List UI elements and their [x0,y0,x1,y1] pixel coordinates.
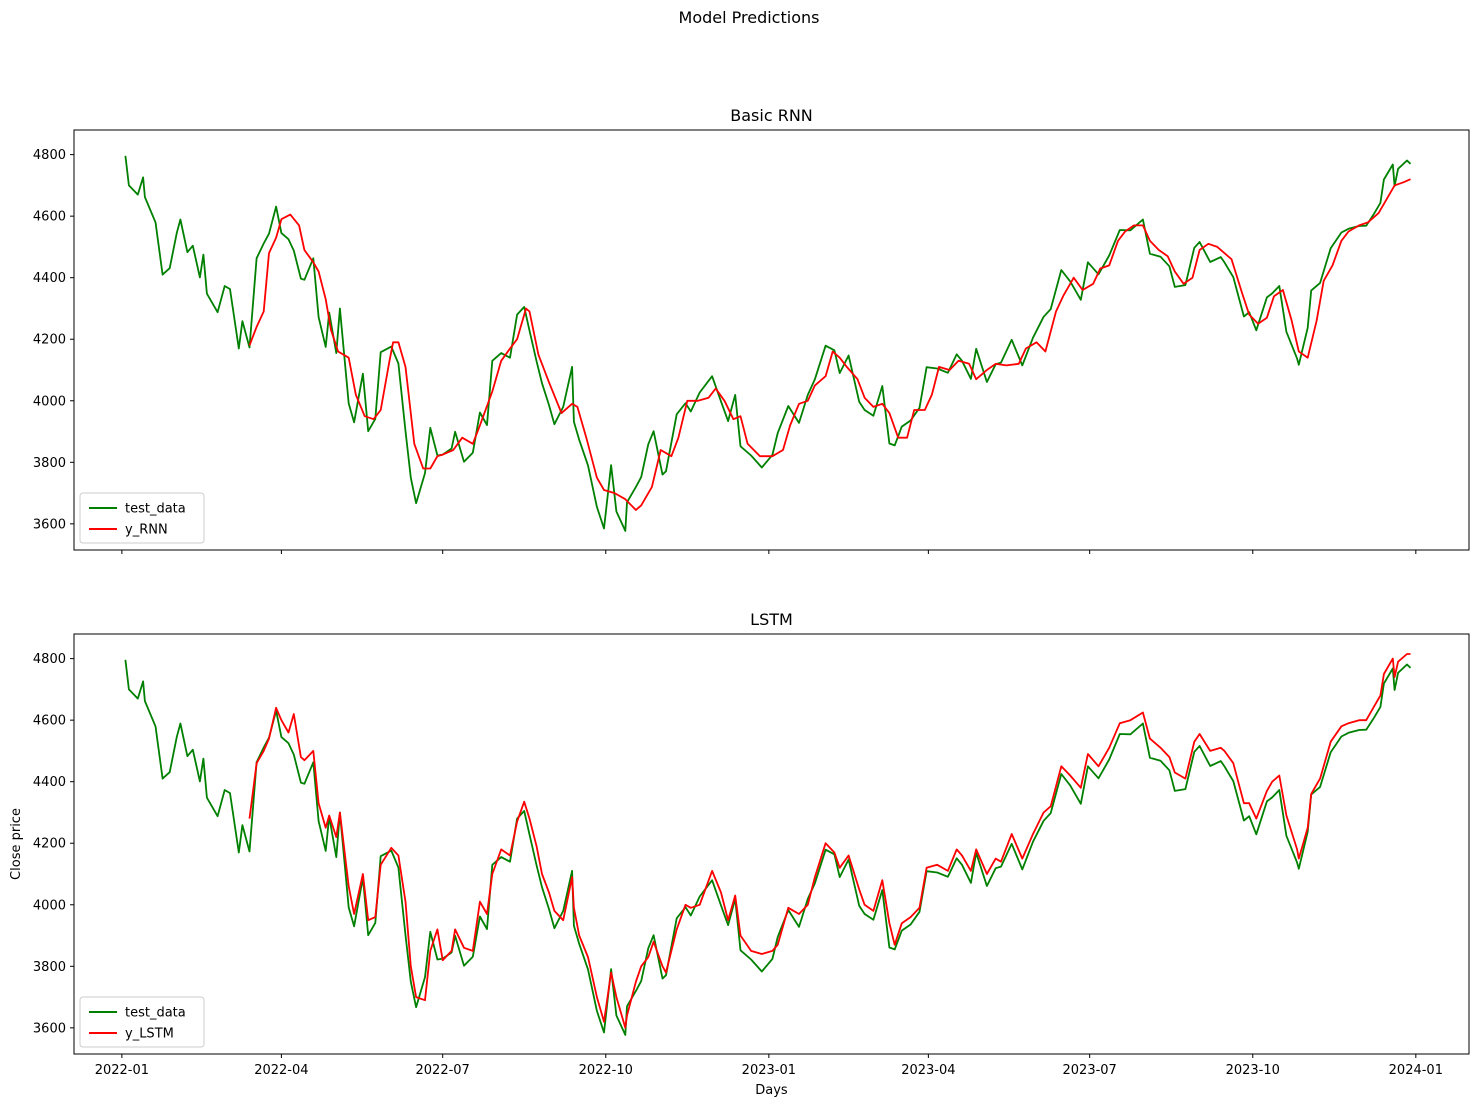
legend-label: test_data [125,502,186,517]
y-tick-label: 3800 [33,456,66,471]
legend-box [79,996,205,1048]
chart-title: LSTM [750,610,793,629]
x-tick-label: 2023-07 [1063,1063,1117,1078]
y-axis-label: Close price [9,808,24,880]
y-tick-label: 4200 [33,837,66,852]
plot-frame [73,633,1470,1055]
legend-box [79,492,205,544]
series-line-y_RNN [248,178,1411,511]
y-tick-label: 4800 [33,652,66,667]
x-tick-label: 2022-01 [95,1063,149,1078]
x-tick-label: 2023-01 [742,1063,796,1078]
y-tick-label: 3800 [33,960,66,975]
legend-label: y_RNN [125,523,168,538]
x-tick-label: 2022-10 [579,1063,633,1078]
y-tick-label: 3600 [33,1021,66,1036]
x-tick-label: 2022-07 [416,1063,470,1078]
series-line-test_data [124,155,1412,532]
y-tick-label: 4800 [33,148,66,163]
x-tick-label: 2023-04 [901,1063,955,1078]
y-tick-label: 4400 [33,775,66,790]
legend-label: y_LSTM [125,1027,174,1042]
plot-frame [73,129,1470,551]
y-tick-label: 3600 [33,517,66,532]
legend: test_data y_RNN [79,492,205,544]
basic-rnn-panel: Basic RNN 3600 3800 4000 4200 4400 4600 4800 tes… [33,106,1470,554]
y-tick-label: 4000 [33,898,66,913]
x-tick-label: 2022-04 [254,1063,308,1078]
y-tick-label: 4600 [33,714,66,729]
legend: test_data y_LSTM [79,996,205,1048]
series-line-y_LSTM [248,653,1411,1029]
legend-label: test_data [125,1006,186,1021]
y-tick-label: 4600 [33,210,66,225]
figure-suptitle: Model Predictions [679,8,820,27]
y-tick-label: 4200 [33,333,66,348]
x-tick-label: 2023-10 [1226,1063,1280,1078]
x-tick-label: 2024-01 [1389,1063,1443,1078]
y-tick-label: 4400 [33,271,66,286]
lstm-panel: LSTM 3600 3800 4000 4200 4400 4600 4800 2022-01 2… [9,610,1470,1098]
y-tick-label: 4000 [33,394,66,409]
x-axis-label: Days [755,1083,788,1098]
chart-title: Basic RNN [730,106,813,125]
